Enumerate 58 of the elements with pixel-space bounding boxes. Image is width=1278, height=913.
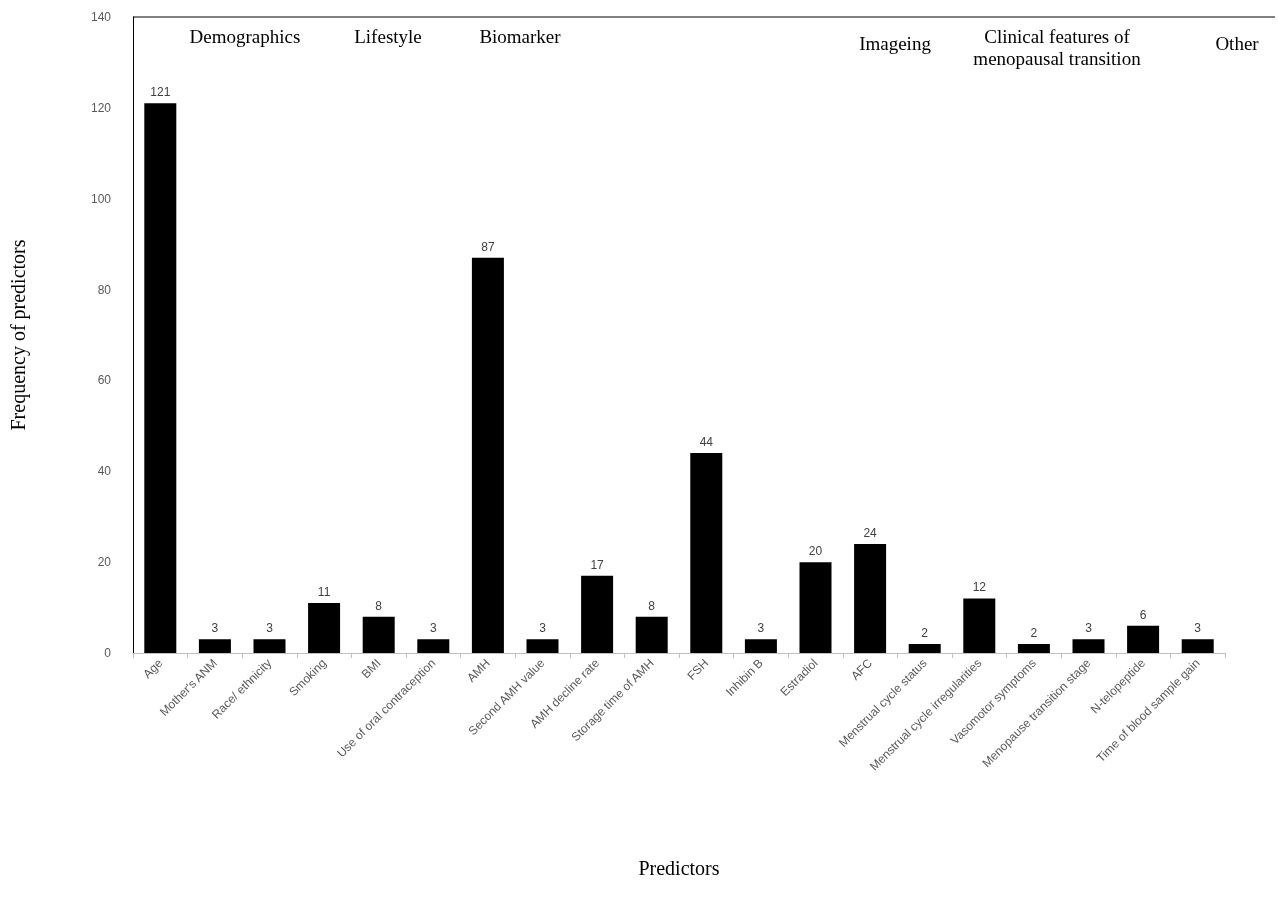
- data-label: 3: [539, 621, 547, 636]
- data-label: 17: [590, 557, 605, 572]
- data-label: 121: [150, 85, 171, 100]
- bar: [581, 575, 614, 653]
- bar: [1127, 625, 1160, 653]
- annotation: Imageing: [859, 32, 932, 54]
- data-label: 6: [1139, 607, 1147, 622]
- bar: [198, 639, 231, 653]
- bar: [963, 598, 996, 653]
- bar: [799, 562, 832, 653]
- y-tick-label: 60: [97, 373, 112, 388]
- annotation: Demographics: [189, 25, 301, 47]
- bar: [253, 639, 286, 653]
- bar: [144, 103, 177, 653]
- data-label: 3: [1194, 621, 1202, 636]
- x-tick-label: Age: [140, 655, 166, 682]
- bar: [854, 543, 887, 653]
- annotation: Other: [1215, 32, 1260, 54]
- y-axis-title: Frequency of predictors: [7, 239, 30, 431]
- bar: [1181, 639, 1214, 653]
- bar: [526, 639, 559, 653]
- data-label: 24: [863, 525, 878, 540]
- annotation: Clinical features of menopausal transition: [973, 25, 1142, 69]
- y-tick-label: 20: [97, 555, 112, 570]
- y-tick-label: 0: [104, 646, 112, 660]
- y-tick-label: 140: [90, 10, 112, 24]
- data-label: 2: [1030, 625, 1038, 640]
- bar: [417, 639, 450, 653]
- data-label: 11: [317, 585, 331, 600]
- bar: [908, 643, 941, 653]
- y-tick-label: 40: [97, 464, 112, 479]
- data-label: 87: [481, 239, 495, 254]
- data-label: 3: [429, 621, 437, 636]
- bar: [308, 603, 341, 653]
- annotation: Lifestyle: [354, 25, 422, 47]
- y-tick-label: 80: [97, 282, 112, 297]
- bar: [471, 257, 504, 653]
- data-label: 3: [1085, 621, 1093, 636]
- bar: [635, 616, 668, 653]
- data-label: 2: [921, 625, 929, 640]
- bar: [690, 453, 723, 653]
- data-label: 3: [266, 621, 274, 636]
- bar: [744, 639, 777, 653]
- data-label: 3: [211, 621, 219, 636]
- x-tick-label: BMI: [358, 656, 384, 682]
- y-tick-label: 100: [90, 191, 112, 206]
- data-label: 8: [648, 598, 656, 613]
- bar: [1072, 639, 1105, 653]
- data-label: 44: [699, 435, 714, 450]
- data-label: 3: [757, 621, 765, 636]
- data-label: 12: [972, 580, 987, 595]
- annotation: Biomarker: [479, 25, 562, 47]
- data-label: 8: [375, 598, 383, 613]
- x-axis-title: Predictors: [638, 857, 720, 879]
- y-tick-label: 120: [90, 100, 112, 115]
- data-label: 20: [808, 544, 823, 559]
- bar: [1017, 643, 1050, 653]
- bar: [362, 616, 395, 653]
